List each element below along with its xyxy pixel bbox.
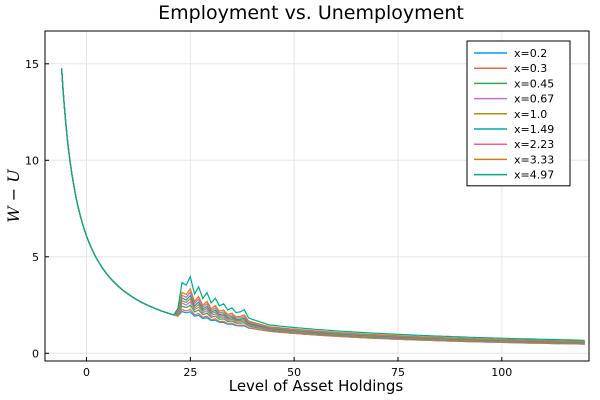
axis-ticks: 0 25 50 75 100 0 5 10 15 — [25, 58, 512, 379]
y-axis-label: W − U — [4, 169, 23, 223]
legend: x=0.2 x=0.3 x=0.45 x=0.67 x=1.0 x=1.49 x=2.23 x… — [466, 40, 571, 187]
y-tick-label: 5 — [32, 251, 39, 264]
x-tick-label: 75 — [391, 366, 405, 379]
legend-entry: x=2.23 — [514, 138, 554, 151]
x-axis-label: Level of Asset Holdings — [229, 377, 404, 395]
legend-entry: x=1.0 — [514, 108, 547, 121]
legend-entry: x=3.33 — [514, 153, 554, 166]
y-tick-label: 10 — [25, 154, 39, 167]
plot-area — [61, 68, 585, 345]
x-tick-label: 50 — [287, 366, 301, 379]
x-tick-label: 0 — [83, 366, 90, 379]
y-tick-label: 15 — [25, 58, 39, 71]
legend-entry: x=0.45 — [514, 77, 554, 90]
legend-entry: x=4.97 — [514, 169, 554, 182]
legend-entry: x=0.3 — [514, 62, 547, 75]
legend-entry: x=0.67 — [514, 93, 554, 106]
legend-entry: x=0.2 — [514, 47, 547, 60]
x-tick-label: 25 — [183, 366, 197, 379]
y-tick-label: 0 — [32, 347, 39, 360]
chart-title: Employment vs. Unemployment — [158, 2, 464, 24]
legend-entry: x=1.49 — [514, 123, 554, 136]
series-line — [61, 68, 585, 341]
x-tick-label: 100 — [491, 366, 512, 379]
plot-frame — [44, 30, 590, 362]
